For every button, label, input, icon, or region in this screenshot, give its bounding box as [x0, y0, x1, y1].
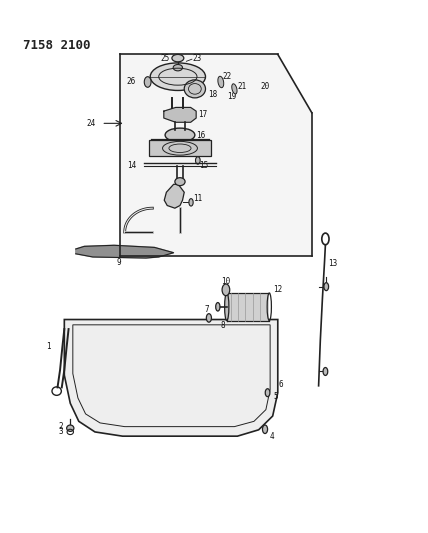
Ellipse shape [165, 128, 195, 142]
Ellipse shape [173, 64, 182, 71]
Ellipse shape [196, 157, 200, 164]
Text: 7: 7 [205, 305, 210, 314]
Text: 3: 3 [58, 427, 63, 437]
Polygon shape [164, 108, 196, 122]
Text: 15: 15 [199, 161, 208, 170]
Polygon shape [227, 293, 269, 320]
Text: 11: 11 [193, 194, 202, 203]
Ellipse shape [218, 76, 224, 88]
Ellipse shape [144, 77, 151, 87]
Text: 7158 2100: 7158 2100 [23, 38, 90, 52]
Ellipse shape [225, 293, 229, 320]
Polygon shape [164, 184, 184, 208]
Ellipse shape [206, 314, 211, 322]
Text: 8: 8 [220, 321, 225, 330]
Ellipse shape [232, 84, 237, 94]
Polygon shape [149, 140, 211, 156]
Text: 26: 26 [127, 77, 136, 86]
Text: 22: 22 [223, 72, 232, 81]
Polygon shape [120, 54, 312, 256]
Ellipse shape [67, 425, 74, 431]
Text: 6: 6 [279, 379, 283, 389]
Ellipse shape [262, 425, 268, 433]
Text: 12: 12 [273, 285, 282, 294]
Text: 13: 13 [328, 260, 337, 268]
Ellipse shape [323, 368, 328, 375]
Text: 1: 1 [46, 342, 51, 351]
Ellipse shape [184, 80, 205, 98]
Polygon shape [64, 319, 278, 436]
Text: 16: 16 [196, 131, 205, 140]
Text: 2: 2 [58, 422, 63, 431]
Ellipse shape [216, 303, 220, 311]
Ellipse shape [175, 177, 185, 185]
Ellipse shape [150, 63, 205, 91]
Text: 21: 21 [238, 82, 247, 91]
Ellipse shape [324, 282, 329, 290]
Text: 14: 14 [128, 161, 137, 170]
Text: 23: 23 [193, 54, 202, 62]
Text: 9: 9 [117, 258, 122, 266]
Text: 24: 24 [86, 119, 96, 128]
Text: 20: 20 [261, 82, 270, 91]
Text: 19: 19 [227, 92, 236, 101]
Text: 5: 5 [273, 392, 278, 401]
Text: 25: 25 [161, 54, 170, 62]
Text: 4: 4 [269, 432, 274, 441]
Text: 18: 18 [208, 90, 218, 99]
Ellipse shape [222, 284, 230, 296]
Polygon shape [76, 245, 174, 258]
Text: 10: 10 [221, 277, 231, 286]
Ellipse shape [172, 54, 184, 62]
Text: 17: 17 [198, 110, 207, 119]
Ellipse shape [189, 199, 193, 206]
Ellipse shape [265, 389, 270, 397]
